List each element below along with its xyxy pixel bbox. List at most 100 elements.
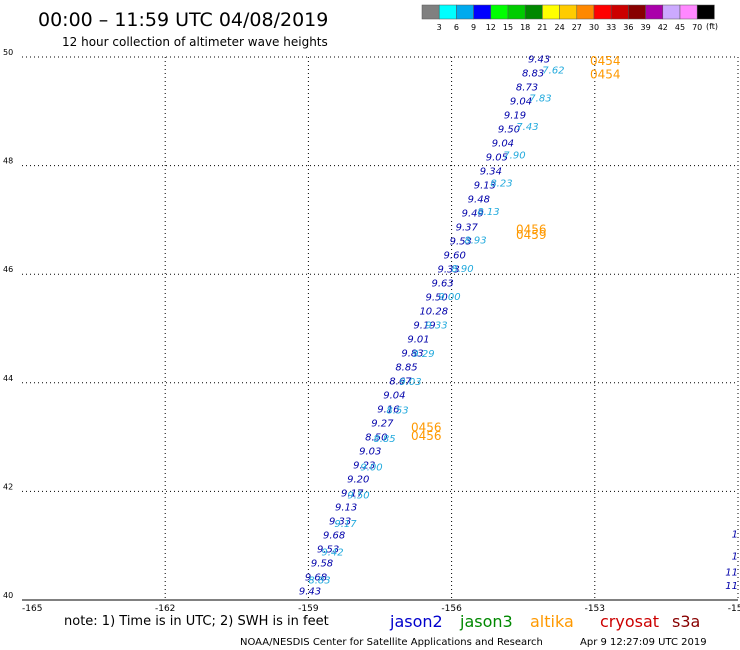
colorbar-swatch bbox=[645, 4, 664, 20]
colorbar-swatch bbox=[662, 4, 681, 20]
colorbar-tick: 33 bbox=[606, 23, 616, 32]
swh-label: 8.67 bbox=[389, 377, 412, 388]
swh-label: 9.23 bbox=[353, 461, 375, 472]
colorbar-unit: (ft) bbox=[706, 22, 718, 31]
edge-label: 11 bbox=[725, 581, 738, 592]
colorbar-swatch bbox=[490, 4, 509, 20]
swh-label: 8.83 bbox=[522, 68, 544, 79]
swh-label: 9.33 bbox=[329, 517, 351, 528]
colorbar-tick: 30 bbox=[589, 23, 599, 32]
swh-label: 9.42 bbox=[321, 547, 343, 558]
x-tick-label: -153 bbox=[585, 604, 605, 614]
swh-label: 9.03 bbox=[399, 377, 421, 388]
swh-label: 9.27 bbox=[371, 419, 394, 430]
colorbar-tick: 12 bbox=[486, 23, 496, 32]
swh-label: 9.50 bbox=[498, 124, 520, 135]
footer-note: note: 1) Time is in UTC; 2) SWH is in fe… bbox=[64, 614, 329, 629]
legend-entry-altika: altika bbox=[530, 612, 574, 631]
colorbar-tick: 21 bbox=[537, 23, 547, 32]
legend-entry-jason3: jason3 bbox=[459, 612, 513, 631]
swh-label: 8.50 bbox=[365, 433, 387, 444]
swh-label: 8.73 bbox=[516, 82, 538, 93]
legend-entry-jason2: jason2 bbox=[389, 612, 443, 631]
swh-label: 8.85 bbox=[373, 434, 395, 445]
legend-entry-s3a: s3a bbox=[672, 612, 700, 631]
chart-subtitle: 12 hour collection of altimeter wave hei… bbox=[62, 35, 328, 49]
colorbar-tick: 6 bbox=[454, 23, 459, 32]
satellite-tracks: 9.43 9.68 9.58 9.53 9.68 9.33 9.13 9.17 9.20 9.23… bbox=[299, 54, 565, 597]
swh-label: 9.37 bbox=[456, 222, 479, 233]
swh-label: 8.85 bbox=[395, 363, 417, 374]
swh-label: 8.83 bbox=[308, 576, 330, 587]
colorbar-swatch bbox=[610, 4, 629, 20]
swh-label: 9.17 bbox=[341, 489, 364, 500]
swh-label: 9.13 bbox=[335, 503, 357, 514]
swh-label: 9.49 bbox=[462, 208, 484, 219]
x-tick-label: -162 bbox=[155, 604, 175, 614]
swh-label: 9.68 bbox=[305, 573, 327, 584]
colorbar-swatch bbox=[542, 4, 560, 20]
y-tick-label: 44 bbox=[3, 374, 13, 383]
swh-label: 9.43 bbox=[299, 587, 321, 598]
colorbar-tick: 27 bbox=[572, 23, 582, 32]
y-tick-label: 50 bbox=[3, 48, 13, 57]
swh-label: 7.43 bbox=[516, 122, 538, 133]
swh-label: 9.33 bbox=[438, 264, 460, 275]
x-tick-label: -150 bbox=[728, 604, 740, 614]
swh-label: 9.58 bbox=[311, 559, 333, 570]
swh-label: 9.50 bbox=[347, 491, 369, 502]
x-tick-label: -156 bbox=[441, 604, 462, 614]
colorbar-tick: 18 bbox=[520, 23, 530, 32]
swh-label: 9.50 bbox=[425, 292, 447, 303]
colorbar-swatch bbox=[507, 4, 526, 20]
swh-label: 9.29 bbox=[412, 349, 434, 360]
colorbar-swatch bbox=[438, 4, 457, 20]
swh-label: 9.53 bbox=[317, 545, 339, 556]
time-label: 0456 bbox=[411, 429, 442, 443]
axis-ticks: -165 -162 -159 -156 -153 -150 40 42 44 46 48 50 bbox=[3, 48, 740, 614]
swh-label: 9.13 bbox=[474, 180, 496, 191]
y-tick-label: 46 bbox=[3, 265, 13, 274]
colorbar-swatch bbox=[628, 4, 646, 20]
colorbar-tick: 3 bbox=[437, 23, 442, 32]
swh-label: 8.90 bbox=[451, 264, 473, 275]
swh-label: 9.53 bbox=[450, 236, 472, 247]
colorbar-tick: 9 bbox=[471, 23, 476, 32]
edge-label: 1 bbox=[732, 551, 738, 562]
time-label: 0459 bbox=[516, 228, 547, 242]
x-tick-label: -159 bbox=[298, 604, 319, 614]
colorbar-tick: 24 bbox=[555, 23, 565, 32]
swh-label: 9.20 bbox=[347, 475, 369, 486]
swh-label: 9.43 bbox=[528, 54, 550, 65]
y-tick-label: 40 bbox=[3, 591, 13, 600]
chart-title: 00:00 – 11:59 UTC 04/08/2019 bbox=[38, 9, 328, 31]
grid-lines bbox=[22, 56, 739, 601]
swh-label: 7.83 bbox=[529, 94, 551, 105]
colorbar-swatch bbox=[421, 4, 440, 20]
colorbar-swatch bbox=[576, 4, 595, 20]
swh-label: 9.00 bbox=[438, 292, 460, 303]
swh-label: 9.01 bbox=[407, 335, 429, 346]
swh-label: 10.28 bbox=[419, 306, 448, 317]
legend-entry-cryosat: cryosat bbox=[600, 612, 659, 631]
colorbar-tick: 39 bbox=[641, 23, 651, 32]
swh-label: 7.90 bbox=[503, 150, 525, 161]
colorbar-swatch bbox=[473, 4, 492, 20]
time-label: 0454 bbox=[590, 68, 621, 82]
edge-label: 1 bbox=[732, 530, 738, 541]
y-tick-label: 48 bbox=[3, 157, 13, 166]
colorbar-tick: 36 bbox=[623, 23, 633, 32]
edge-label: 11 bbox=[725, 568, 738, 579]
colorbar: 3 6 9 12 15 18 21 24 27 30 33 36 39 42 45 70 bbox=[421, 4, 715, 32]
colorbar-tick: 42 bbox=[658, 23, 668, 32]
colorbar-swatch bbox=[593, 4, 612, 20]
swh-label: 8.23 bbox=[490, 179, 512, 190]
swh-label: 8.13 bbox=[477, 207, 499, 218]
colorbar-tick: 70 bbox=[692, 23, 702, 32]
swh-label: 9.00 bbox=[360, 462, 382, 473]
swh-label: 9.48 bbox=[468, 194, 490, 205]
